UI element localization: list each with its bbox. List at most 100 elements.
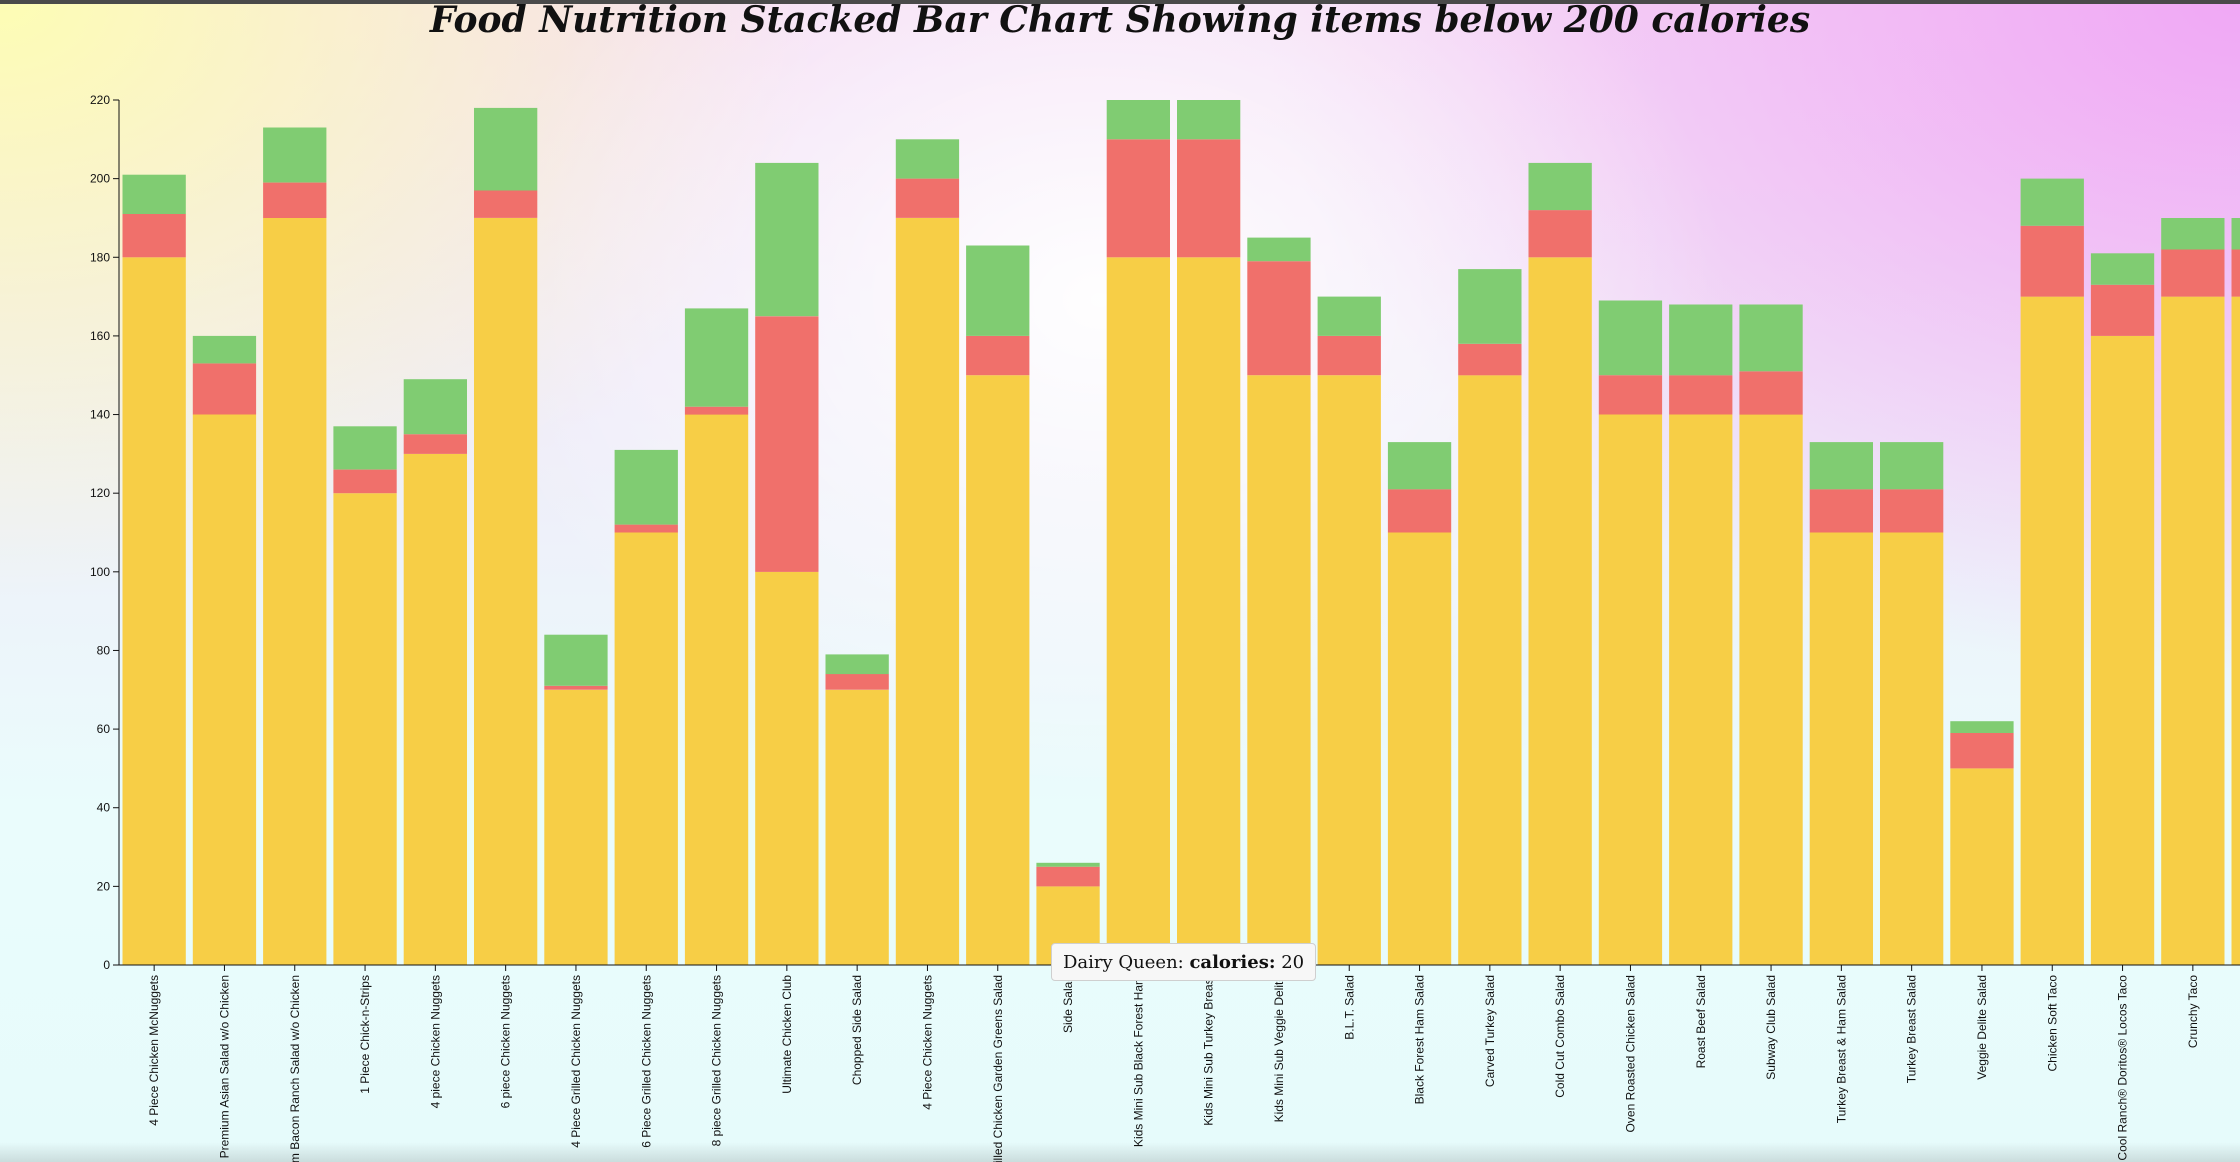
bar-segment-26-0[interactable] [1950, 768, 2014, 965]
bar-segment-10-2[interactable] [825, 654, 889, 675]
bar-segment-11-0[interactable] [895, 218, 960, 965]
bar-segment-15-2[interactable] [1177, 100, 1241, 140]
bar-segment-4-2[interactable] [403, 379, 467, 435]
bar-segment-7-0[interactable] [614, 532, 678, 966]
bar-segment-13-1[interactable] [1036, 866, 1100, 887]
bar-segment-19-2[interactable] [1458, 269, 1522, 344]
x-tick-label: Chicken Soft Taco [2045, 975, 2059, 1072]
bar-segment-6-1[interactable] [544, 685, 608, 690]
x-tick-label: Ultimate Chicken Club [780, 975, 794, 1094]
bar-segment-9-2[interactable] [755, 162, 819, 317]
bar-segment-21-1[interactable] [1598, 375, 1663, 415]
bar-segment-24-2[interactable] [1809, 442, 1873, 490]
bar-segment-24-0[interactable] [1809, 532, 1873, 966]
x-tick-label: Premium Asian Salad w/o Chicken [217, 975, 231, 1158]
bar-segment-30-2[interactable] [2231, 218, 2240, 250]
x-axis: 4 Piece Chicken McNuggets Premium Asian S… [119, 964, 2240, 1162]
bar-segment-23-2[interactable] [1739, 304, 1803, 372]
bar-segment-1-2[interactable] [192, 335, 257, 364]
bar-segment-0-0[interactable] [122, 257, 186, 965]
bar-segment-5-0[interactable] [474, 218, 538, 965]
bar-segment-1-0[interactable] [192, 414, 257, 966]
y-tick-label: 200 [90, 172, 110, 186]
bar-segment-9-1[interactable] [755, 316, 819, 572]
bar-segment-21-2[interactable] [1598, 300, 1663, 376]
bar-segment-2-2[interactable] [263, 127, 327, 183]
bar-segment-11-2[interactable] [895, 139, 960, 179]
bar-segment-27-1[interactable] [2020, 225, 2084, 297]
bar-segment-23-0[interactable] [1739, 414, 1803, 966]
bar-segment-12-2[interactable] [966, 245, 1030, 336]
bar-segment-29-0[interactable] [2161, 296, 2225, 966]
bar-segment-6-2[interactable] [544, 634, 608, 686]
bar-segment-10-0[interactable] [825, 689, 889, 965]
bar-segment-5-1[interactable] [474, 190, 538, 218]
bar-segment-17-0[interactable] [1317, 375, 1381, 965]
bar-segment-29-1[interactable] [2161, 249, 2225, 297]
bar-segment-25-2[interactable] [1880, 442, 1944, 490]
bar-segment-26-2[interactable] [1950, 721, 2014, 733]
bar-segment-9-0[interactable] [755, 571, 819, 965]
bar-segment-15-1[interactable] [1177, 139, 1241, 258]
bar-segment-17-1[interactable] [1317, 335, 1381, 376]
bar-segment-18-0[interactable] [1387, 532, 1452, 966]
bar-segment-25-0[interactable] [1880, 532, 1944, 966]
bar-segment-28-0[interactable] [2090, 335, 2155, 965]
bar-segment-4-0[interactable] [403, 453, 467, 965]
bar-segment-22-0[interactable] [1669, 414, 1733, 966]
bar-segment-30-1[interactable] [2231, 249, 2240, 297]
bar-segment-19-0[interactable] [1458, 375, 1522, 965]
bar-segment-27-2[interactable] [2020, 178, 2084, 226]
bar-segment-8-1[interactable] [684, 406, 749, 415]
bar-segment-20-1[interactable] [1528, 210, 1592, 258]
bar-segment-17-2[interactable] [1317, 296, 1381, 336]
bar-segment-25-1[interactable] [1880, 489, 1944, 533]
bar-segment-23-1[interactable] [1739, 371, 1803, 415]
bar-segment-14-2[interactable] [1106, 100, 1170, 140]
bar-segment-13-2[interactable] [1036, 862, 1100, 867]
bar-segment-29-2[interactable] [2161, 218, 2225, 250]
bar-segment-15-0[interactable] [1177, 257, 1241, 965]
bar-segment-5-2[interactable] [474, 107, 538, 191]
bar-segment-2-0[interactable] [263, 218, 327, 965]
bar-segment-20-2[interactable] [1528, 162, 1592, 211]
bar-segment-19-1[interactable] [1458, 343, 1522, 376]
chart-title: Food Nutrition Stacked Bar Chart Showing… [429, 0, 1811, 41]
bar-segment-27-0[interactable] [2020, 296, 2084, 966]
bar-segment-3-2[interactable] [333, 426, 397, 470]
bar-segment-14-0[interactable] [1106, 257, 1170, 965]
bar-segment-18-2[interactable] [1387, 442, 1452, 490]
bar-segment-12-1[interactable] [966, 335, 1030, 376]
bar-segment-6-0[interactable] [544, 689, 608, 965]
bar-segment-2-1[interactable] [263, 182, 327, 218]
bar-segment-28-2[interactable] [2090, 253, 2155, 285]
bar-segment-24-1[interactable] [1809, 489, 1873, 533]
bar-segment-7-1[interactable] [614, 524, 678, 533]
bar-segment-7-2[interactable] [614, 449, 678, 525]
bar-segment-16-1[interactable] [1247, 261, 1311, 376]
bar-segment-26-1[interactable] [1950, 733, 2014, 769]
bar-segment-1-1[interactable] [192, 363, 257, 415]
bar-segment-8-2[interactable] [684, 308, 749, 407]
bar-segment-3-0[interactable] [333, 493, 397, 965]
bar-segment-22-1[interactable] [1669, 375, 1733, 415]
bar-segment-20-0[interactable] [1528, 257, 1592, 965]
bar-segment-14-1[interactable] [1106, 139, 1170, 258]
bar-segment-0-2[interactable] [122, 174, 186, 214]
bar-segment-21-0[interactable] [1598, 414, 1663, 966]
bar-segment-0-1[interactable] [122, 214, 186, 258]
bar-segment-30-0[interactable] [2231, 296, 2240, 966]
bar-segment-10-1[interactable] [825, 674, 889, 690]
x-tick-label: Oven Roasted Chicken Salad [1623, 975, 1637, 1132]
bar-segment-11-1[interactable] [895, 178, 960, 218]
x-tick-label: Side Salad [1061, 975, 1075, 1033]
bar-segment-4-1[interactable] [403, 434, 467, 454]
bar-segment-3-1[interactable] [333, 469, 397, 494]
bar-segment-16-0[interactable] [1247, 375, 1311, 965]
bar-segment-8-0[interactable] [684, 414, 749, 966]
bar-segment-12-0[interactable] [966, 375, 1030, 965]
bar-segment-28-1[interactable] [2090, 284, 2155, 336]
bar-segment-18-1[interactable] [1387, 489, 1452, 533]
bar-segment-22-2[interactable] [1669, 304, 1733, 376]
bar-segment-16-2[interactable] [1247, 237, 1311, 262]
